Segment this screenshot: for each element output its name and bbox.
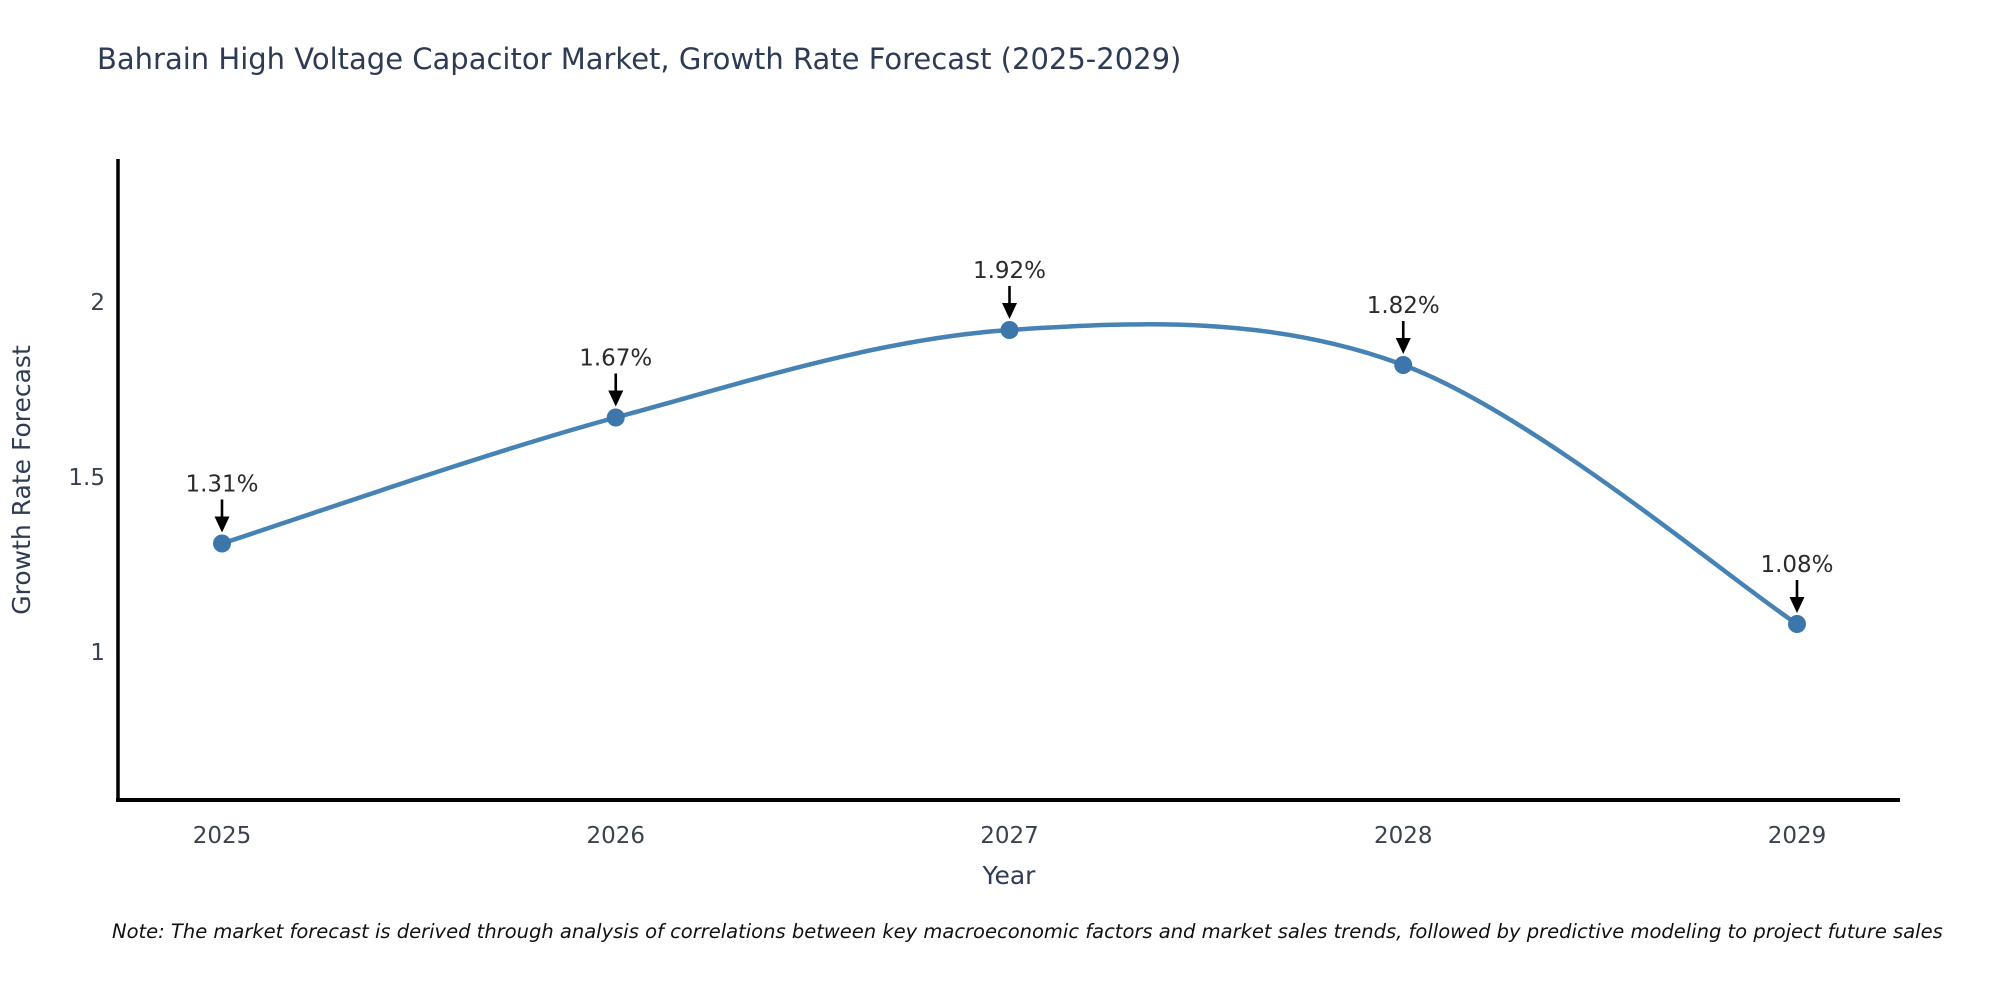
footnote: Note: The market forecast is derived thr… bbox=[112, 920, 1943, 943]
x-axis-title: Year bbox=[982, 861, 1037, 890]
x-tick-label-2026: 2026 bbox=[586, 823, 645, 849]
x-tick-label-2027: 2027 bbox=[980, 823, 1039, 849]
data-point-2028[interactable] bbox=[1394, 356, 1413, 374]
annotation-label-2029: 1.08% bbox=[1760, 552, 1833, 578]
x-tick-label-2028: 2028 bbox=[1374, 823, 1433, 849]
annotation-arrow-head bbox=[1395, 338, 1411, 354]
x-tick-label-2029: 2029 bbox=[1768, 823, 1827, 849]
y-axis-title: Growth Rate Forecast bbox=[7, 345, 36, 615]
annotation-label-2028: 1.82% bbox=[1367, 293, 1440, 319]
annotation-arrow-head bbox=[608, 390, 624, 407]
annotation-arrow-head bbox=[1789, 597, 1805, 613]
y-tick-label-1.5: 1.5 bbox=[68, 465, 105, 491]
annotation-label-2025: 1.31% bbox=[185, 472, 258, 498]
chart-title: Bahrain High Voltage Capacitor Market, G… bbox=[97, 42, 1182, 76]
annotation-label-2027: 1.92% bbox=[973, 258, 1046, 284]
y-tick-label-2: 2 bbox=[90, 290, 105, 316]
annotation-arrow-head bbox=[214, 516, 230, 533]
forecast-line bbox=[219, 322, 1800, 627]
annotation-label-2026: 1.67% bbox=[579, 346, 652, 372]
data-point-2027[interactable] bbox=[1000, 321, 1019, 339]
data-point-2025[interactable] bbox=[213, 534, 231, 553]
data-point-2026[interactable] bbox=[606, 408, 625, 427]
y-tick-label-1: 1 bbox=[90, 640, 105, 666]
annotation-arrow-head bbox=[1002, 303, 1017, 319]
data-point-2029[interactable] bbox=[1788, 615, 1806, 633]
x-tick-label-2025: 2025 bbox=[193, 823, 252, 849]
